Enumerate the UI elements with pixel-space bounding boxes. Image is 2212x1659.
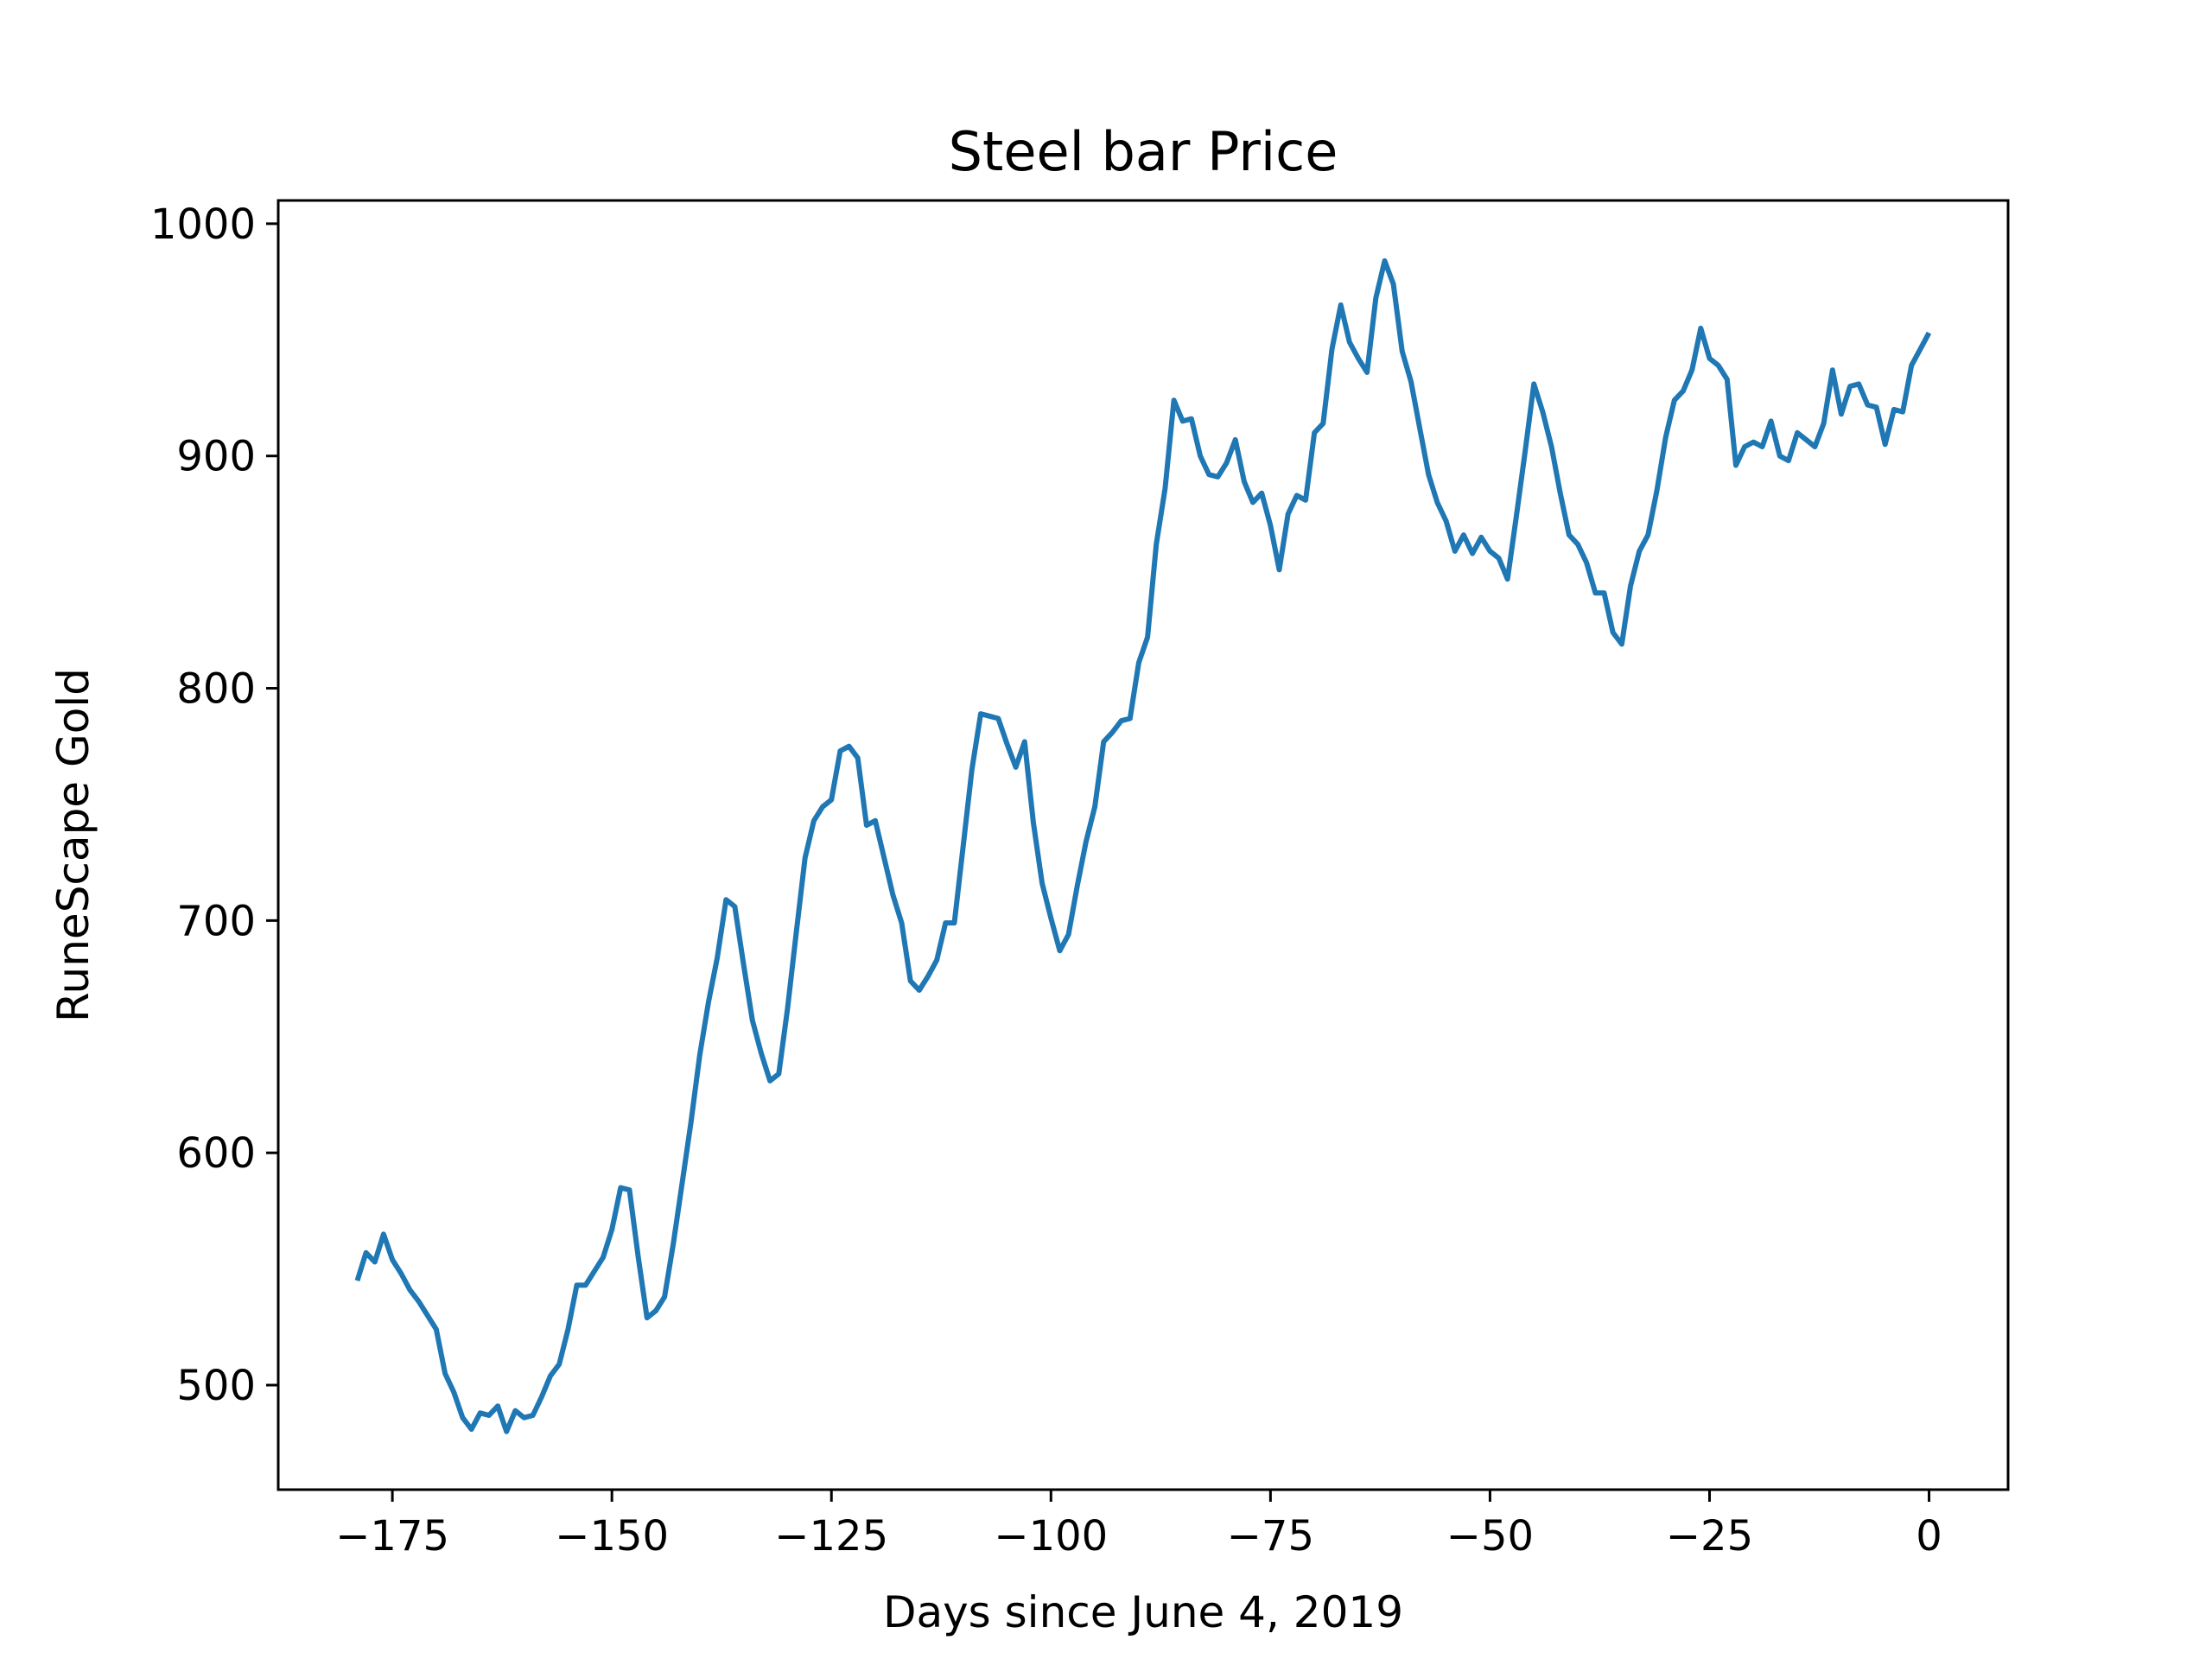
y-tick-label: 500 bbox=[176, 1362, 256, 1410]
x-tick-label: −100 bbox=[994, 1512, 1108, 1560]
y-tick-label: 700 bbox=[176, 897, 256, 945]
x-tick-label: −150 bbox=[555, 1512, 669, 1560]
axes-frame bbox=[276, 199, 2010, 1491]
x-axis-label: Days since June 4, 2019 bbox=[883, 1587, 1403, 1637]
y-tick-label: 1000 bbox=[150, 200, 256, 249]
plot-area bbox=[354, 257, 1932, 1434]
x-tick-label: −25 bbox=[1666, 1512, 1753, 1560]
x-axis: −175 −150 −125 −100 −75 −50 −25 0 bbox=[335, 1490, 1942, 1560]
y-tick-label: 600 bbox=[176, 1129, 256, 1178]
y-axis: 500 600 700 800 900 1000 bbox=[150, 200, 278, 1410]
series-line-0 bbox=[354, 257, 1932, 1434]
x-tick-label: −75 bbox=[1227, 1512, 1314, 1560]
y-tick-label: 800 bbox=[176, 665, 256, 714]
x-tick-label: −50 bbox=[1446, 1512, 1534, 1560]
y-tick-label: 900 bbox=[176, 433, 256, 481]
chart-title: Steel bar Price bbox=[949, 120, 1338, 183]
x-tick-label: −175 bbox=[335, 1512, 449, 1560]
x-tick-label: −125 bbox=[774, 1512, 888, 1560]
y-axis-label: RuneScape Gold bbox=[48, 668, 99, 1022]
x-tick-label: 0 bbox=[1916, 1512, 1942, 1560]
